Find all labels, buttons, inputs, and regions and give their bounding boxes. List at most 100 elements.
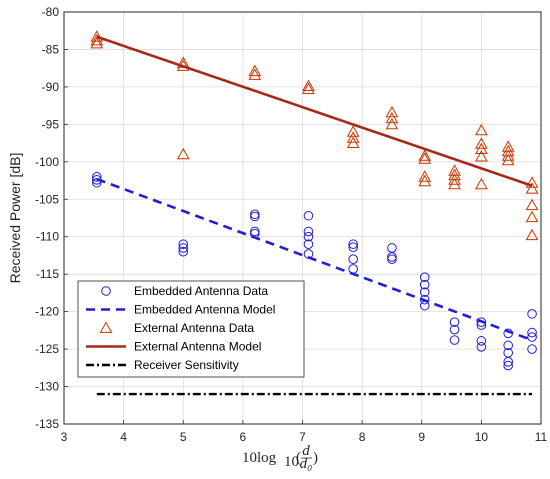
x-tick-label: 11 [535, 430, 548, 444]
external-antenna-data-point [448, 173, 461, 185]
embedded-antenna-data-point [449, 335, 460, 345]
y-tick-label: -115 [36, 267, 59, 281]
external-antenna-data-point [448, 177, 461, 190]
external-antenna-data-point [90, 36, 104, 49]
y-tick-label: -95 [42, 117, 60, 131]
legend-item-external-antenna-model: External Antenna Model [86, 340, 261, 354]
legend-item-embedded-antenna-data: Embedded Antenna Data [101, 284, 268, 298]
embedded-antenna-data-point [91, 177, 102, 188]
external-antenna-data-point [501, 153, 515, 166]
embedded-antenna-data-point [449, 317, 460, 327]
y-tick-label: -125 [35, 342, 59, 356]
embedded-antenna-data-point [476, 342, 487, 352]
data-series [90, 30, 539, 396]
embedded-antenna-data-point [303, 210, 314, 221]
x-tick-label: 9 [418, 430, 425, 444]
external-antenna-data-point [302, 82, 315, 95]
x-axis-label-subscript: 10 [284, 454, 299, 470]
external-antenna-data-point [176, 147, 190, 160]
external-antenna-data-point [346, 125, 360, 137]
legend-label: Embedded Antenna Model [134, 303, 275, 317]
external-antenna-data-point [90, 33, 104, 46]
embedded-antenna-data-point [527, 344, 537, 354]
embedded-antenna-data-point [503, 340, 514, 351]
embedded-antenna-data-point [387, 252, 397, 262]
embedded-antenna-data-point [91, 172, 102, 182]
embedded-antenna-data-point [348, 254, 358, 265]
embedded-antenna-data-point [348, 242, 358, 253]
embedded-antenna-model-series [96, 177, 533, 342]
embedded-antenna-data-point [178, 243, 189, 253]
external-antenna-data-point [385, 111, 399, 124]
external-antenna-data-point [525, 228, 539, 241]
external-antenna-data-point [248, 64, 262, 77]
external-antenna-data-point [248, 68, 262, 80]
external-antenna-model-series [96, 35, 533, 188]
y-tick-label: -130 [35, 380, 59, 394]
y-axis: -135 -130 -125 -120 -115 -110 -105 -100 -95 -90 -8… [35, 5, 68, 431]
embedded-antenna-data-point [348, 239, 358, 250]
external-antenna-data-point [475, 177, 488, 190]
embedded-antenna-data-point [476, 336, 487, 346]
legend-label: External Antenna Data [134, 321, 254, 335]
external-antenna-data-point [90, 30, 104, 42]
y-tick-label: -120 [35, 305, 59, 319]
external-antenna-data-point [346, 136, 360, 148]
embedded-antenna-data-point [503, 357, 514, 367]
x-axis-label: 10log 10 ( d d₀ ) [242, 443, 318, 472]
x-tick-label: 8 [359, 430, 366, 444]
x-tick-label: 5 [180, 430, 187, 444]
external-antenna-data-point [302, 79, 315, 92]
embedded-antenna-model-line [96, 177, 533, 342]
external-antenna-data-point [525, 176, 539, 188]
x-tick-label: 4 [120, 430, 127, 444]
external-antenna-data-point [385, 117, 399, 130]
embedded-antenna-data-point [303, 226, 314, 237]
x-axis-label-main: 10log [242, 450, 277, 466]
embedded-antenna-data-point [419, 279, 430, 290]
y-tick-label: -105 [35, 192, 59, 206]
legend-label: External Antenna Model [134, 340, 261, 354]
x-axis-label-paren-close: ) [313, 450, 318, 466]
external-antenna-data-point [525, 210, 539, 223]
x-tick-label: 6 [240, 430, 247, 444]
external-antenna-data-point [525, 182, 539, 194]
embedded-antenna-data-point [303, 239, 314, 250]
legend-swatch [99, 321, 113, 333]
y-tick-label: -85 [42, 42, 60, 56]
external-antenna-model-line [96, 35, 533, 188]
embedded-antenna-data-point [527, 309, 537, 319]
embedded-antenna-data-point [387, 254, 397, 265]
external-antenna-data-point [475, 137, 488, 149]
x-tick-label: 3 [61, 430, 68, 444]
external-antenna-data-point [525, 198, 539, 211]
embedded-antenna-data-point [449, 324, 460, 335]
embedded-antenna-data-point [503, 360, 514, 371]
x-tick-label: 7 [299, 430, 306, 444]
external-antenna-data-point [418, 149, 432, 161]
external-antenna-data-point [418, 170, 432, 182]
legend: Embedded Antenna Data Embedded Antenna Mo… [77, 280, 305, 378]
y-tick-label: -100 [35, 155, 59, 169]
embedded-antenna-data-series [91, 172, 537, 371]
legend-item-external-antenna-data: External Antenna Data [99, 321, 254, 335]
x-axis-label-paren-open: ( [296, 450, 301, 466]
embedded-antenna-data-point [178, 246, 189, 257]
x-tick-label: 10 [475, 430, 489, 444]
external-antenna-data-series [90, 30, 539, 241]
embedded-antenna-data-point [250, 209, 260, 220]
y-tick-label: -80 [42, 5, 60, 19]
embedded-antenna-data-point [527, 327, 537, 338]
legend-item-receiver-sensitivity: Receiver Sensitivity [86, 358, 239, 372]
embedded-antenna-data-point [419, 272, 430, 282]
legend-swatch [101, 286, 111, 296]
external-antenna-data-point [475, 150, 488, 162]
x-axis: 3 4 5 6 7 8 9 10 11 [61, 420, 548, 444]
external-antenna-data-point [385, 105, 399, 118]
embedded-antenna-data-point [178, 239, 189, 250]
embedded-antenna-data-point [250, 226, 260, 237]
y-tick-label: -135 [35, 417, 59, 431]
x-axis-label-frac-den: d₀ [300, 456, 313, 472]
x-axis-label-frac-num: d [302, 443, 310, 459]
